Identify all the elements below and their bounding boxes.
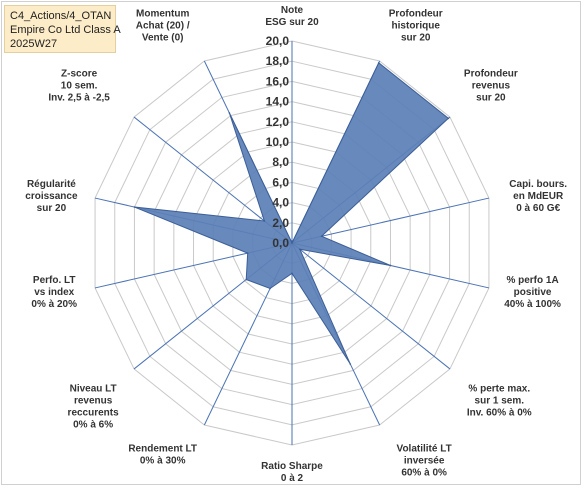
- axis-label-line: ESG sur 20: [265, 17, 319, 28]
- axis-label: Z-score 10 sem. Inv. 2,5 à -2,5: [48, 68, 110, 103]
- data-point: [245, 278, 248, 281]
- axis-label-line: vs index: [34, 287, 74, 298]
- tick-label: 4,0: [272, 196, 289, 210]
- tick-label: 10,0: [266, 135, 290, 149]
- axis-label-line: Z-score: [61, 68, 98, 79]
- data-point: [228, 112, 231, 114]
- tick-label: 6,0: [272, 175, 289, 189]
- data-point: [291, 272, 293, 275]
- tick-label: 14,0: [266, 95, 290, 109]
- axis-label-line: Ratio Sharpe: [261, 461, 323, 472]
- axis-spoke: [291, 242, 451, 370]
- axis-label-line: inversée: [404, 456, 445, 467]
- axis-label: Profondeur revenus sur 20: [464, 68, 518, 103]
- axis-label: Perfo. LT vs index 0% à 20%: [31, 275, 77, 310]
- data-point: [263, 220, 266, 222]
- tick-label: 16,0: [266, 74, 290, 88]
- data-point: [389, 264, 392, 267]
- data-point: [291, 242, 293, 244]
- axis-label: Capi. bours. en MdEUR 0 à 60 G€: [509, 179, 567, 214]
- axis-label-line: Vente (0): [142, 32, 184, 43]
- axis-label-line: % perfo 1A: [506, 275, 558, 286]
- axis-label-line: croissance: [25, 191, 78, 202]
- axis-label: Rendement LT 0% à 30%: [128, 444, 197, 467]
- axis-label: % perfo 1A positive 40% à 100%: [504, 275, 561, 310]
- axis-label-line: historique: [392, 20, 441, 31]
- axis-label-line: Inv. 2,5 à -2,5: [48, 92, 110, 103]
- header-line-3: 2025W27: [10, 38, 58, 50]
- axis-label: Niveau LT revenus reccurents 0% à 6%: [68, 384, 120, 431]
- tick-label: 8,0: [272, 155, 289, 169]
- axis-label-line: revenus: [472, 80, 511, 91]
- data-point: [377, 62, 380, 64]
- chart-header: C4_Actions/4_OTAN Empire Co Ltd Class A …: [4, 5, 121, 53]
- axis-label-line: 0% à 6%: [73, 420, 113, 431]
- axis-label-line: Volatilité LT: [397, 444, 452, 455]
- data-point: [299, 248, 301, 251]
- axis-label-line: sur 1 sem.: [475, 396, 525, 407]
- axis-label-line: sur 20: [37, 203, 67, 214]
- tick-label: 18,0: [266, 54, 290, 68]
- tick-label: 0,0: [272, 236, 289, 250]
- axis-label-line: reccurents: [68, 408, 120, 419]
- tick-label: 2,0: [272, 216, 289, 230]
- axis-label-line: 10 sem.: [61, 80, 98, 91]
- header-line-1: C4_Actions/4_OTAN: [10, 10, 112, 22]
- axis-label: Profondeur historique sur 20: [389, 8, 443, 43]
- axis-label-line: Inv. 60% à 0%: [467, 408, 532, 419]
- axis-label: Régularité croissance sur 20: [25, 179, 78, 214]
- axis-label-line: 0% à 30%: [140, 456, 186, 467]
- data-point: [269, 287, 271, 290]
- header-line-2: Empire Co Ltd Class A: [10, 24, 121, 36]
- axis-label-line: Achat (20) /: [136, 20, 190, 31]
- axis-label-line: Régularité: [27, 179, 76, 190]
- axis-label-line: 0 à 60 G€: [516, 203, 560, 214]
- axis-label: Ratio Sharpe 0 à 2: [261, 461, 323, 484]
- axis-label-line: Profondeur: [464, 68, 518, 79]
- axis-spoke: [291, 197, 490, 244]
- data-point: [349, 363, 352, 365]
- axis-label-line: 60% à 0%: [401, 468, 447, 479]
- data-series-area: [134, 62, 450, 365]
- data-point: [320, 235, 323, 238]
- axis-label-line: positive: [514, 287, 552, 298]
- axis-label-line: Profondeur: [389, 8, 443, 19]
- data-point: [133, 206, 136, 208]
- axis-label-line: revenus: [74, 396, 113, 407]
- axis-label-line: Perfo. LT: [33, 275, 76, 286]
- axis-label-line: Rendement LT: [128, 444, 197, 455]
- axis-label-line: Momentum: [136, 8, 189, 19]
- data-point: [246, 252, 249, 254]
- axis-label-line: 0% à 20%: [31, 299, 77, 310]
- axis-label-line: % perte max.: [468, 384, 530, 395]
- axis-label: % perte max. sur 1 sem. Inv. 60% à 0%: [467, 384, 532, 419]
- axis-label: Volatilité LT inversée 60% à 0%: [397, 444, 452, 479]
- axis-label-line: sur 20: [476, 92, 506, 103]
- data-point: [447, 117, 450, 120]
- axis-label-line: sur 20: [401, 32, 431, 43]
- axis-label: Note ESG sur 20: [265, 5, 319, 28]
- tick-label: 20,0: [266, 34, 290, 48]
- axis-label-line: 40% à 100%: [504, 299, 561, 310]
- axis-label: Momentum Achat (20) / Vente (0): [136, 8, 190, 43]
- axis-label-line: Niveau LT: [70, 384, 117, 395]
- axis-label-line: Capi. bours.: [509, 179, 567, 190]
- tick-label: 12,0: [266, 115, 290, 129]
- axis-label-line: 0 à 2: [281, 473, 304, 484]
- axis-label-line: en MdEUR: [513, 191, 564, 202]
- axis-label-line: Note: [281, 5, 304, 16]
